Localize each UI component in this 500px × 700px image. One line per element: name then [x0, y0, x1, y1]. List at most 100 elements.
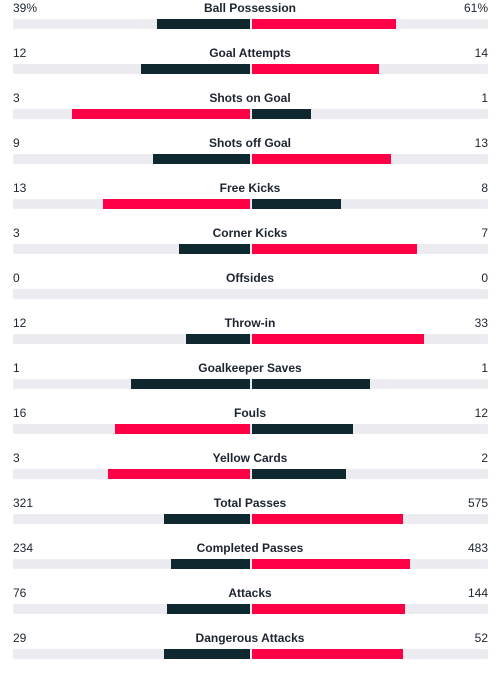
home-value: 12 [13, 316, 27, 330]
stat-row-throw-in: 12 Throw-in 33 [0, 315, 500, 360]
stat-label-line: 76 Attacks 144 [0, 585, 500, 601]
home-bar-half [13, 514, 250, 524]
home-value: 39% [13, 1, 38, 15]
stat-row-goalkeeper-saves: 1 Goalkeeper Saves 1 [0, 360, 500, 405]
away-bar-fill [251, 109, 311, 119]
away-value: 12 [474, 406, 488, 420]
stat-name: Free Kicks [219, 181, 281, 195]
away-bar-half [251, 559, 489, 569]
stat-bar-track [13, 154, 488, 164]
home-bar-half [13, 289, 250, 299]
stat-name: Shots on Goal [209, 91, 291, 105]
home-bar-half [13, 559, 250, 569]
home-bar-half [13, 469, 250, 479]
home-bar-fill [164, 514, 250, 524]
stat-label-line: 1 Goalkeeper Saves 1 [0, 360, 500, 376]
stat-row-yellow-cards: 3 Yellow Cards 2 [0, 450, 500, 495]
stat-name: Shots off Goal [209, 136, 291, 150]
home-value: 76 [13, 586, 27, 600]
stat-name: Throw-in [224, 316, 276, 330]
stat-label-line: 9 Shots off Goal 13 [0, 135, 500, 151]
away-bar-fill [251, 244, 418, 254]
stat-bar-track [13, 514, 488, 524]
stat-row-ball-possession: 39% Ball Possession 61% [0, 0, 500, 45]
stat-row-free-kicks: 13 Free Kicks 8 [0, 180, 500, 225]
away-bar-fill [251, 19, 396, 29]
home-bar-half [13, 154, 250, 164]
stat-label-line: 3 Shots on Goal 1 [0, 90, 500, 106]
home-value: 29 [13, 631, 27, 645]
home-bar-fill [72, 109, 250, 119]
away-bar-half [251, 424, 489, 434]
stat-row-goal-attempts: 12 Goal Attempts 14 [0, 45, 500, 90]
away-bar-fill [251, 649, 403, 659]
away-value: 8 [481, 181, 488, 195]
home-bar-fill [140, 64, 250, 74]
stat-row-shots-on-goal: 3 Shots on Goal 1 [0, 90, 500, 135]
home-value: 234 [13, 541, 34, 555]
away-bar-half [251, 109, 489, 119]
away-bar-half [251, 64, 489, 74]
away-value: 575 [467, 496, 488, 510]
away-bar-half [251, 514, 489, 524]
away-value: 52 [474, 631, 488, 645]
away-bar-half [251, 19, 489, 29]
home-bar-half [13, 244, 250, 254]
home-value: 1 [13, 361, 20, 375]
stat-label-line: 29 Dangerous Attacks 52 [0, 630, 500, 646]
away-value: 144 [467, 586, 488, 600]
stat-label-line: 13 Free Kicks 8 [0, 180, 500, 196]
stat-label-line: 39% Ball Possession 61% [0, 0, 500, 16]
stat-label-line: 0 Offsides 0 [0, 270, 500, 286]
stat-name: Attacks [228, 586, 272, 600]
home-bar-fill [164, 649, 250, 659]
away-bar-half [251, 154, 489, 164]
away-value: 13 [474, 136, 488, 150]
stat-row-attacks: 76 Attacks 144 [0, 585, 500, 630]
stat-bar-track [13, 244, 488, 254]
stat-label-line: 234 Completed Passes 483 [0, 540, 500, 556]
away-bar-fill [251, 604, 406, 614]
stat-name: Offsides [225, 271, 274, 285]
home-bar-half [13, 64, 250, 74]
home-bar-fill [114, 424, 250, 434]
stat-row-total-passes: 321 Total Passes 575 [0, 495, 500, 540]
away-bar-fill [251, 514, 403, 524]
stat-label-line: 12 Throw-in 33 [0, 315, 500, 331]
stat-row-completed-passes: 234 Completed Passes 483 [0, 540, 500, 585]
stat-bar-track [13, 109, 488, 119]
home-bar-half [13, 379, 250, 389]
home-bar-fill [107, 469, 250, 479]
stat-label-line: 3 Yellow Cards 2 [0, 450, 500, 466]
stat-name: Total Passes [213, 496, 287, 510]
stat-bar-track [13, 289, 488, 299]
stat-name: Dangerous Attacks [195, 631, 305, 645]
home-bar-fill [178, 244, 250, 254]
home-bar-half [13, 604, 250, 614]
home-bar-fill [102, 199, 250, 209]
stat-bar-track [13, 604, 488, 614]
away-value: 61% [463, 1, 488, 15]
away-bar-fill [251, 559, 410, 569]
stat-name: Completed Passes [196, 541, 304, 555]
home-value: 16 [13, 406, 27, 420]
stat-row-dangerous-attacks: 29 Dangerous Attacks 52 [0, 630, 500, 675]
away-bar-fill [251, 154, 392, 164]
home-bar-fill [185, 334, 250, 344]
stat-name: Fouls [234, 406, 266, 420]
match-statistics: 39% Ball Possession 61% 12 Goal Attempts 14 3 S… [0, 0, 500, 675]
away-bar-half [251, 199, 489, 209]
home-value: 3 [13, 451, 20, 465]
stat-bar-track [13, 64, 488, 74]
stat-row-offsides: 0 Offsides 0 [0, 270, 500, 315]
away-bar-half [251, 649, 489, 659]
away-value: 14 [474, 46, 488, 60]
home-value: 321 [13, 496, 34, 510]
stat-name: Corner Kicks [212, 226, 288, 240]
stat-bar-track [13, 559, 488, 569]
away-value: 1 [481, 91, 488, 105]
home-bar-fill [171, 559, 250, 569]
away-bar-fill [251, 199, 342, 209]
stat-label-line: 3 Corner Kicks 7 [0, 225, 500, 241]
away-bar-fill [251, 379, 370, 389]
